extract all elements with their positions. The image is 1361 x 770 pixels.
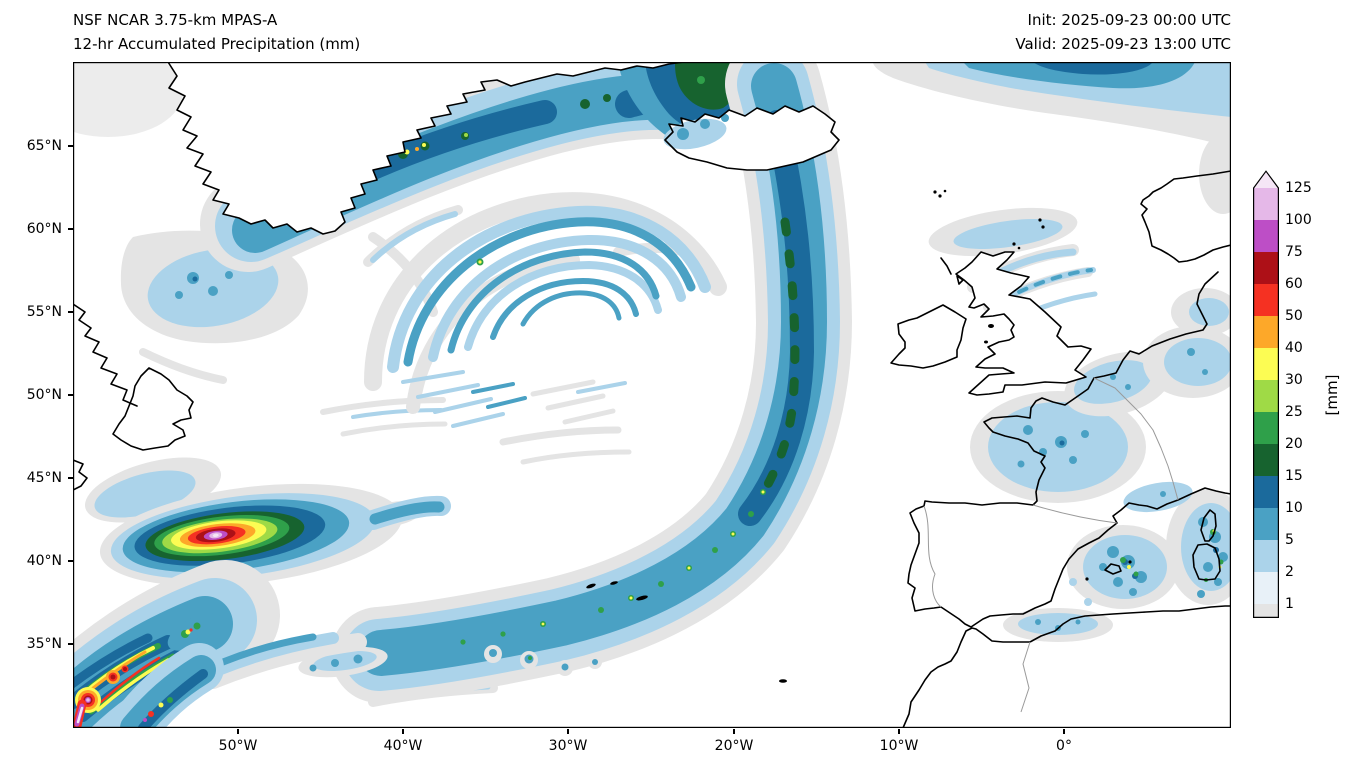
lon-tick-label: 20°W (714, 738, 754, 754)
lon-tick-label: 40°W (383, 738, 423, 754)
mallorca-coast (1104, 563, 1122, 575)
newfoundland-coast (112, 367, 194, 451)
product-title: 12-hr Accumulated Precipitation (mm) (73, 35, 361, 53)
precip-occluded-spiral (363, 192, 727, 428)
shetland-islands (1038, 218, 1042, 222)
labrador-coast (72, 303, 138, 407)
colorbar-tick-label: 20 (1285, 436, 1303, 452)
ireland-coast (890, 304, 967, 369)
europe-coast (907, 271, 1232, 628)
menorca (1128, 560, 1132, 564)
init-time-label: Init: 2025-09-23 00:00 UTC (1027, 11, 1231, 29)
colorbar-tick-label: 75 (1285, 244, 1303, 260)
iceland-coast (664, 105, 840, 171)
great-britain-coast (955, 251, 1092, 396)
lon-tick-mark (237, 728, 239, 734)
colorbar (1253, 170, 1279, 618)
norway-coast (1140, 170, 1232, 263)
precip-biscay-france (970, 288, 1243, 503)
lat-tick-mark (68, 477, 73, 479)
africa-coast (902, 605, 1232, 729)
precip-frontal-band (298, 36, 852, 703)
madeira-island (779, 679, 787, 683)
colorbar-tick-label: 40 (1285, 340, 1303, 356)
precip-newfoundland-storm (84, 457, 451, 587)
corsica-coast (1200, 509, 1217, 542)
precip-norwegian-sea (873, 62, 1247, 214)
hebrides-coast (940, 257, 952, 275)
skye-coast (956, 275, 964, 285)
lat-tick-mark (68, 228, 73, 230)
precip-southwest-storm (8, 560, 367, 770)
lat-tick-mark (68, 394, 73, 396)
lon-tick-mark (1063, 728, 1065, 734)
lon-tick-mark (733, 728, 735, 734)
lat-tick-mark (68, 560, 73, 562)
lon-tick-label: 10°W (879, 738, 919, 754)
orkney-islands (1012, 242, 1016, 246)
anglesey (984, 340, 988, 344)
border-france-spain (1032, 504, 1118, 524)
colorbar-tick-label: 50 (1285, 308, 1303, 324)
ibiza (1085, 577, 1089, 581)
colorbar-svg (1253, 170, 1279, 618)
lat-tick-mark (68, 643, 73, 645)
land-fills (113, 62, 1091, 450)
lon-tick-mark (567, 728, 569, 734)
faroe-islands (933, 190, 937, 194)
precip-davis-strait (33, 47, 183, 137)
lon-tick-label: 30°W (548, 738, 588, 754)
sardinia-coast (1192, 543, 1221, 581)
model-title: NSF NCAR 3.75-km MPAS-A (73, 11, 278, 29)
map-canvas (8, 36, 1250, 770)
colorbar-tick-label: 2 (1285, 564, 1294, 580)
map-plot (8, 36, 1250, 770)
lat-tick-label: 35°N (26, 636, 62, 652)
border-spain-portugal (923, 505, 942, 608)
lat-tick-label: 65°N (26, 138, 62, 154)
colorbar-tick-label: 125 (1285, 180, 1312, 196)
greenland-coast (167, 61, 685, 235)
lon-tick-label: 50°W (218, 738, 258, 754)
lat-tick-mark (68, 311, 73, 313)
coastlines (72, 61, 1232, 729)
nova-scotia-coast (72, 459, 88, 491)
lat-tick-mark (68, 145, 73, 147)
small-islands (586, 189, 1132, 683)
lat-tick-label: 60°N (26, 221, 62, 237)
valid-time-label: Valid: 2025-09-23 13:00 UTC (1015, 35, 1231, 53)
time-label-block: Init: 2025-09-23 00:00 UTC Valid: 2025-0… (1015, 11, 1231, 54)
colorbar-tick-label: 30 (1285, 372, 1303, 388)
precip-iceland (663, 114, 729, 150)
colorbar-tick-label: 100 (1285, 212, 1312, 228)
lat-tick-label: 50°N (26, 387, 62, 403)
lat-tick-label: 45°N (26, 470, 62, 486)
isle-of-man (988, 324, 994, 328)
figure-title-block: NSF NCAR 3.75-km MPAS-A 12-hr Accumulate… (73, 11, 360, 54)
map-frame (73, 62, 1232, 728)
colorbar-tick-label: 25 (1285, 404, 1303, 420)
lat-tick-label: 55°N (26, 304, 62, 320)
colorbar-unit-label: [mm] (1323, 374, 1341, 416)
colorbar-tick-label: 1 (1285, 596, 1294, 612)
lon-tick-label: 0° (1056, 738, 1072, 754)
country-borders (923, 377, 1179, 713)
lon-tick-mark (402, 728, 404, 734)
border-morocco-algeria (1020, 641, 1031, 713)
lat-tick-label: 40°N (26, 553, 62, 569)
colorbar-tick-label: 15 (1285, 468, 1303, 484)
border-france-east (1093, 377, 1179, 501)
colorbar-tick-label: 60 (1285, 276, 1303, 292)
colorbar-tick-label: 5 (1285, 532, 1294, 548)
azores-islands (586, 583, 596, 589)
colorbar-tick-label: 10 (1285, 500, 1303, 516)
lon-tick-mark (898, 728, 900, 734)
